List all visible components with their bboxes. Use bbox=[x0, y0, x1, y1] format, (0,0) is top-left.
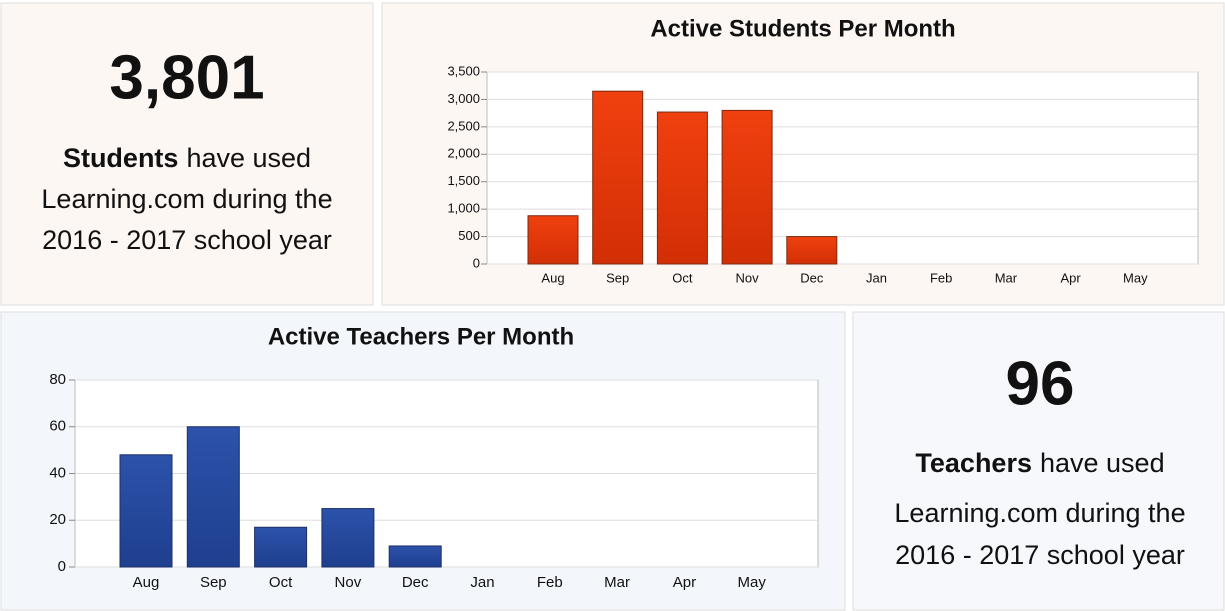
stat-text: Teachers have used bbox=[915, 448, 1164, 478]
stat-lead: Students bbox=[63, 143, 179, 173]
y-tick-label: 2,000 bbox=[447, 146, 480, 161]
bar bbox=[786, 236, 838, 265]
y-tick-label: 1,500 bbox=[447, 173, 480, 188]
bar bbox=[119, 454, 173, 568]
y-tick-label: 0 bbox=[473, 255, 480, 270]
stat-line: Learning.com during the bbox=[41, 184, 332, 214]
x-tick-label: Nov bbox=[335, 574, 362, 591]
x-tick-label: Feb bbox=[537, 574, 563, 591]
bar bbox=[656, 111, 708, 265]
bar bbox=[388, 545, 442, 568]
x-tick-label: May bbox=[738, 574, 767, 591]
chart-title: Active Students Per Month bbox=[650, 15, 955, 42]
y-tick-label: 80 bbox=[49, 371, 66, 388]
stat-line: 2016 - 2017 school year bbox=[895, 540, 1185, 570]
y-tick-label: 3,000 bbox=[447, 91, 480, 106]
x-tick-label: Nov bbox=[736, 270, 760, 285]
stat-line: 2016 - 2017 school year bbox=[42, 225, 332, 255]
x-tick-label: Oct bbox=[672, 270, 693, 285]
bar bbox=[321, 508, 375, 568]
y-tick-label: 2,500 bbox=[447, 118, 480, 133]
bar bbox=[721, 109, 773, 265]
x-tick-label: Oct bbox=[269, 574, 293, 591]
y-tick-label: 60 bbox=[49, 418, 66, 435]
stat-number: 3,801 bbox=[109, 43, 264, 112]
y-tick-label: 40 bbox=[49, 464, 66, 481]
x-tick-label: Sep bbox=[200, 574, 227, 591]
x-tick-label: Feb bbox=[930, 270, 952, 285]
bar bbox=[592, 90, 644, 265]
teachers-stat-panel bbox=[852, 311, 1225, 611]
stat-number: 96 bbox=[1006, 349, 1075, 418]
students-stat-panel bbox=[0, 2, 374, 306]
x-tick-label: Mar bbox=[995, 270, 1018, 285]
x-tick-label: Sep bbox=[606, 270, 629, 285]
y-tick-label: 1,000 bbox=[447, 201, 480, 216]
x-tick-label: Mar bbox=[604, 574, 630, 591]
stat-text: Students have used bbox=[63, 143, 311, 173]
x-tick-label: Jan bbox=[866, 270, 887, 285]
x-tick-label: Aug bbox=[133, 574, 160, 591]
x-tick-label: Apr bbox=[1060, 270, 1081, 285]
chart-title: Active Teachers Per Month bbox=[268, 323, 574, 350]
stat-lead: Teachers bbox=[915, 448, 1032, 478]
x-tick-label: Jan bbox=[470, 574, 494, 591]
bar bbox=[527, 215, 579, 265]
bar bbox=[186, 426, 240, 568]
y-tick-label: 500 bbox=[458, 228, 480, 243]
stat-line: have used bbox=[186, 143, 311, 173]
x-tick-label: Dec bbox=[800, 270, 824, 285]
stat-line: Learning.com during the bbox=[894, 498, 1185, 528]
stat-line: have used bbox=[1040, 448, 1165, 478]
y-tick-label: 0 bbox=[58, 558, 66, 575]
x-tick-label: Aug bbox=[541, 270, 564, 285]
x-tick-label: Dec bbox=[402, 574, 429, 591]
x-tick-label: Apr bbox=[673, 574, 696, 591]
x-tick-label: May bbox=[1123, 270, 1148, 285]
y-tick-label: 3,500 bbox=[447, 63, 480, 78]
bar bbox=[254, 526, 308, 568]
y-tick-label: 20 bbox=[49, 511, 66, 528]
